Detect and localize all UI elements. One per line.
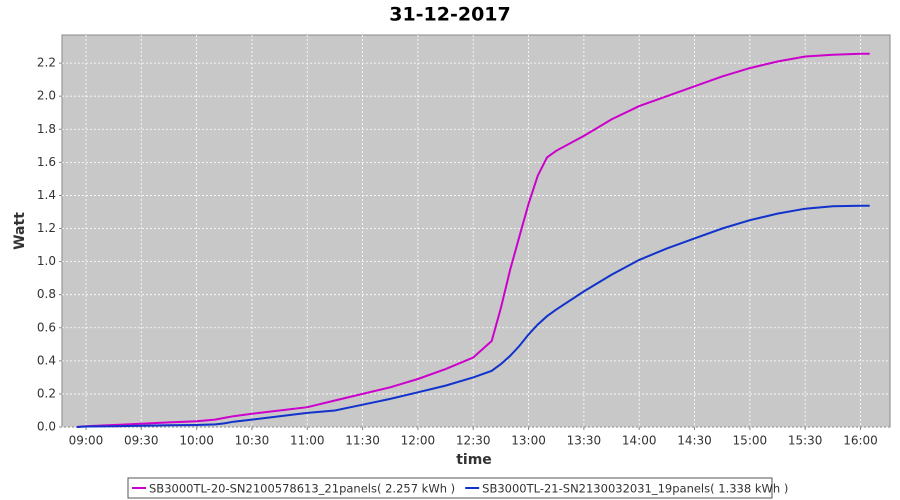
x-tick-label: 11:00 xyxy=(290,434,325,448)
y-tick-label: 1.2 xyxy=(37,221,56,235)
y-axis-label: Watt xyxy=(12,212,28,250)
series-line xyxy=(76,52,870,428)
x-tick-label: 14:30 xyxy=(677,434,712,448)
x-tick-label: 13:00 xyxy=(511,434,546,448)
y-tick-label: 0.0 xyxy=(37,420,56,434)
x-tick-label: 11:30 xyxy=(345,434,380,448)
x-tick-label: 13:30 xyxy=(567,434,602,448)
x-tick-label: 10:30 xyxy=(235,434,270,448)
y-tick-label: 1.4 xyxy=(37,188,56,202)
y-tick-label: 2.0 xyxy=(37,89,56,103)
series-line xyxy=(76,204,870,428)
x-tick-label: 12:30 xyxy=(456,434,491,448)
x-tick-label: 14:00 xyxy=(622,434,657,448)
y-tick-label: 1.8 xyxy=(37,122,56,136)
chart-title: 31-12-2017 xyxy=(389,4,511,26)
y-tick-label: 0.6 xyxy=(37,320,56,334)
x-tick-label: 15:30 xyxy=(788,434,823,448)
x-tick-label: 09:30 xyxy=(124,434,159,448)
x-tick-label: 12:00 xyxy=(401,434,436,448)
y-tick-label: 0.2 xyxy=(37,386,56,400)
legend-box xyxy=(127,477,773,499)
y-tick-label: 1.6 xyxy=(37,155,56,169)
y-tick-label: 2.2 xyxy=(37,56,56,70)
x-tick-label: 15:00 xyxy=(733,434,768,448)
y-tick-label: 0.8 xyxy=(37,287,56,301)
x-tick-label: 10:00 xyxy=(179,434,214,448)
y-tick-label: 1.0 xyxy=(37,254,56,268)
y-tick-label: 0.4 xyxy=(37,353,56,367)
plot-area xyxy=(61,34,891,428)
legend-label: SB3000TL-20-SN2100578613_21panels( 2.257… xyxy=(149,482,455,496)
x-tick-label: 16:00 xyxy=(843,434,878,448)
x-tick-label: 09:00 xyxy=(69,434,104,448)
x-axis-label: time xyxy=(456,452,492,468)
legend-label: SB3000TL-21-SN2130032031_19panels( 1.338… xyxy=(482,482,788,496)
